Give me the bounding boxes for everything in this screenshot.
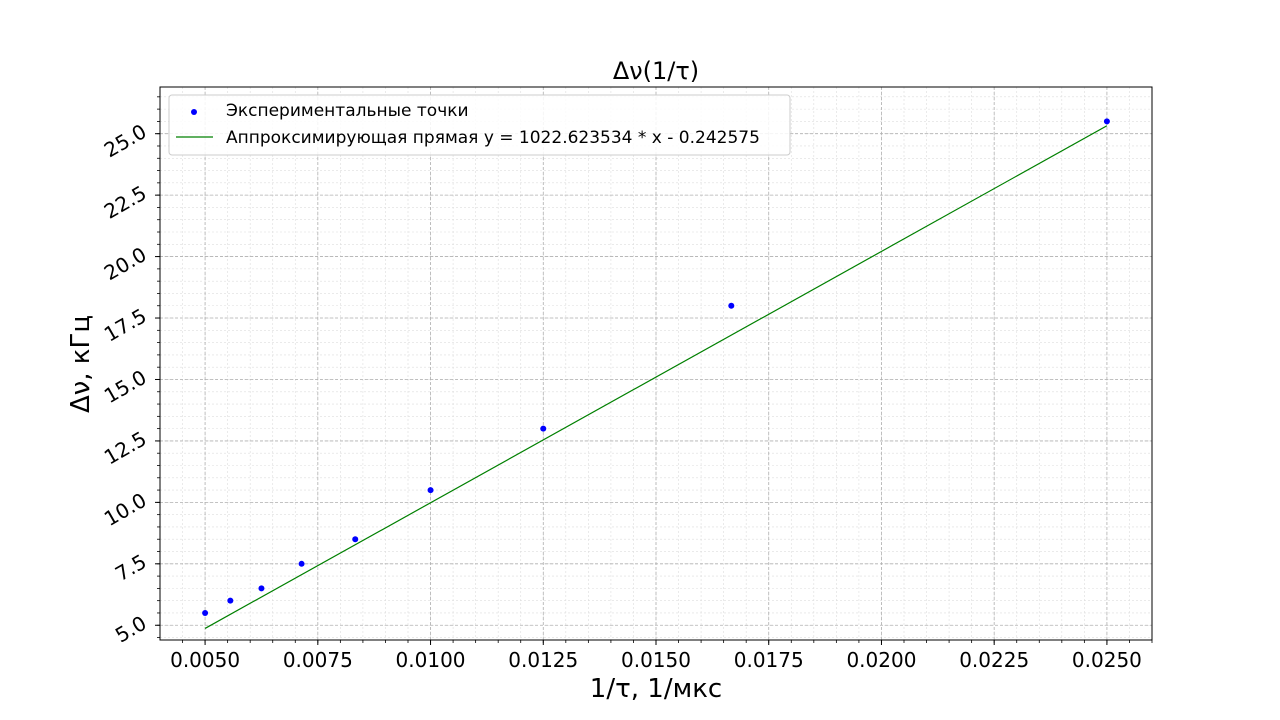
data-point [202, 609, 209, 616]
y-tick-label: 17.5 [100, 304, 151, 347]
legend-label-fit-line: Аппроксимирующая прямая y = 1022.623534 … [226, 128, 760, 148]
legend-marker-scatter [191, 109, 197, 115]
x-tick-label: 0.0175 [734, 648, 804, 672]
data-point [298, 560, 305, 567]
y-tick-label: 12.5 [100, 426, 151, 469]
legend-label-scatter: Экспериментальные точки [226, 101, 469, 121]
x-tick-label: 0.0250 [1072, 648, 1142, 672]
data-point [728, 302, 735, 309]
data-point [1103, 118, 1110, 125]
y-tick-label: 20.0 [100, 242, 151, 285]
data-point [352, 536, 359, 543]
x-tick-labels: 0.0050 0.0075 0.0100 0.0125 0.0150 0.0175 0.02… [170, 648, 1142, 672]
y-tick-label: 5.0 [111, 611, 151, 648]
x-tick-label: 0.0125 [508, 648, 578, 672]
y-tick-label: 10.0 [100, 488, 151, 531]
fit-line [204, 125, 1108, 629]
legend: Экспериментальные точки Аппроксимирующая… [168, 94, 791, 156]
y-tick-label: 25.0 [100, 119, 151, 162]
x-tick-label: 0.0150 [621, 648, 691, 672]
fit-line-layer [204, 125, 1108, 629]
x-tick-label: 0.0075 [283, 648, 353, 672]
data-point [427, 487, 434, 494]
legend-box [168, 94, 791, 156]
x-axis-label: 1/τ, 1/мкс [590, 674, 722, 704]
x-tick-label: 0.0100 [396, 648, 466, 672]
scatter-points-layer [202, 118, 1110, 616]
axis-ticks [155, 96, 1153, 645]
data-point [258, 585, 265, 592]
x-tick-label: 0.0200 [846, 648, 916, 672]
y-tick-label: 7.5 [111, 549, 151, 586]
data-point [540, 425, 547, 432]
y-tick-labels: 5.0 7.5 10.0 12.5 15.0 17.5 20.0 22.5 25.0 [100, 119, 151, 647]
major-grid [160, 87, 1152, 640]
data-point [227, 597, 234, 604]
y-axis-label: Δν, кГц [66, 315, 96, 413]
x-tick-label: 0.0225 [959, 648, 1029, 672]
y-tick-label: 15.0 [100, 365, 151, 408]
x-tick-label: 0.0050 [170, 648, 240, 672]
y-tick-label: 22.5 [100, 181, 151, 224]
chart-title: Δν(1/τ) [613, 57, 699, 85]
